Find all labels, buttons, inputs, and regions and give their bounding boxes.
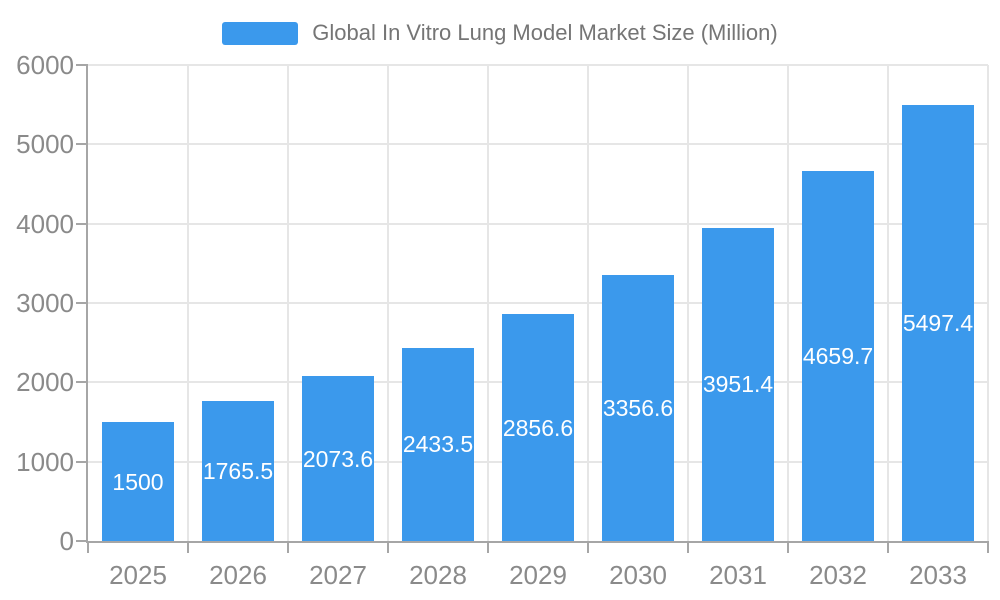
gridline-horizontal <box>88 143 988 146</box>
bar[interactable] <box>702 227 774 541</box>
legend-label: Global In Vitro Lung Model Market Size (… <box>312 20 778 45</box>
x-axis-tick <box>287 541 289 553</box>
y-axis-label: 4000 <box>16 208 74 239</box>
gridline-vertical <box>287 65 289 541</box>
x-axis-tick <box>987 541 989 553</box>
gridline-vertical <box>887 65 889 541</box>
y-axis-tick <box>76 460 88 463</box>
gridline-horizontal <box>88 64 988 66</box>
y-axis-tick <box>76 222 88 225</box>
x-axis-label: 2030 <box>609 560 667 590</box>
bar-value-label: 2073.6 <box>302 445 374 472</box>
y-axis-tick <box>76 143 88 146</box>
bar[interactable] <box>502 314 574 541</box>
x-axis-label: 2029 <box>509 560 567 590</box>
y-axis-label: 0 <box>59 526 74 556</box>
x-axis-label: 2032 <box>809 560 867 590</box>
bar-value-label: 2433.5 <box>402 431 474 458</box>
y-axis-label: 2000 <box>16 367 74 398</box>
y-axis-tick <box>76 64 88 66</box>
bar-value-label: 3356.6 <box>602 394 674 421</box>
x-axis-tick <box>687 541 689 553</box>
x-axis-label: 2031 <box>709 560 767 590</box>
gridline-horizontal <box>88 222 988 225</box>
bar-value-label: 3951.4 <box>702 371 774 398</box>
y-axis-line <box>86 65 88 541</box>
plot-area: 0 1000 2000 3000 4000 5000 6000 2025 2026 2027 202… <box>16 52 989 589</box>
gridline-vertical <box>687 65 689 541</box>
legend-swatch-icon <box>222 21 299 45</box>
x-axis-label: 2033 <box>909 560 967 590</box>
x-axis-tick <box>587 541 589 553</box>
bar-value-label: 4659.7 <box>802 343 874 370</box>
gridline-vertical <box>187 65 189 541</box>
y-axis-tick <box>76 302 88 304</box>
x-axis-label: 2025 <box>109 560 167 590</box>
bar[interactable] <box>102 422 174 541</box>
x-axis-label: 2027 <box>309 560 367 590</box>
y-axis-label: 5000 <box>16 129 74 160</box>
y-axis-tick <box>76 381 88 384</box>
y-axis-label: 1000 <box>16 446 74 477</box>
y-axis-label: 3000 <box>16 288 74 318</box>
x-axis-label: 2028 <box>409 560 467 590</box>
bar[interactable] <box>602 274 674 541</box>
bar[interactable] <box>302 376 374 541</box>
bar-value-label: 2856.6 <box>502 414 574 441</box>
x-axis-tick <box>187 541 189 553</box>
bar[interactable] <box>202 400 274 541</box>
bar-value-label: 1500 <box>112 468 164 495</box>
bar[interactable] <box>902 104 974 541</box>
bar-value-label: 5497.4 <box>902 309 974 336</box>
x-axis-label: 2026 <box>209 560 267 590</box>
x-axis-line <box>86 541 988 543</box>
x-axis-tick <box>887 541 889 553</box>
y-axis-tick <box>76 540 88 542</box>
bar[interactable] <box>402 347 474 541</box>
x-axis-tick <box>787 541 789 553</box>
bar-value-label: 1765.5 <box>202 457 274 484</box>
x-axis-tick <box>487 541 489 553</box>
legend[interactable]: Global In Vitro Lung Model Market Size (… <box>0 18 1000 48</box>
y-axis-label: 6000 <box>16 50 74 80</box>
gridline-vertical <box>387 65 389 541</box>
gridline-vertical <box>987 65 989 541</box>
x-axis-tick <box>387 541 389 553</box>
gridline-vertical <box>587 65 589 541</box>
x-axis-tick <box>87 541 89 553</box>
gridline-vertical <box>787 65 789 541</box>
gridline-vertical <box>487 65 489 541</box>
gridline-horizontal <box>88 302 988 304</box>
bar[interactable] <box>802 171 874 541</box>
